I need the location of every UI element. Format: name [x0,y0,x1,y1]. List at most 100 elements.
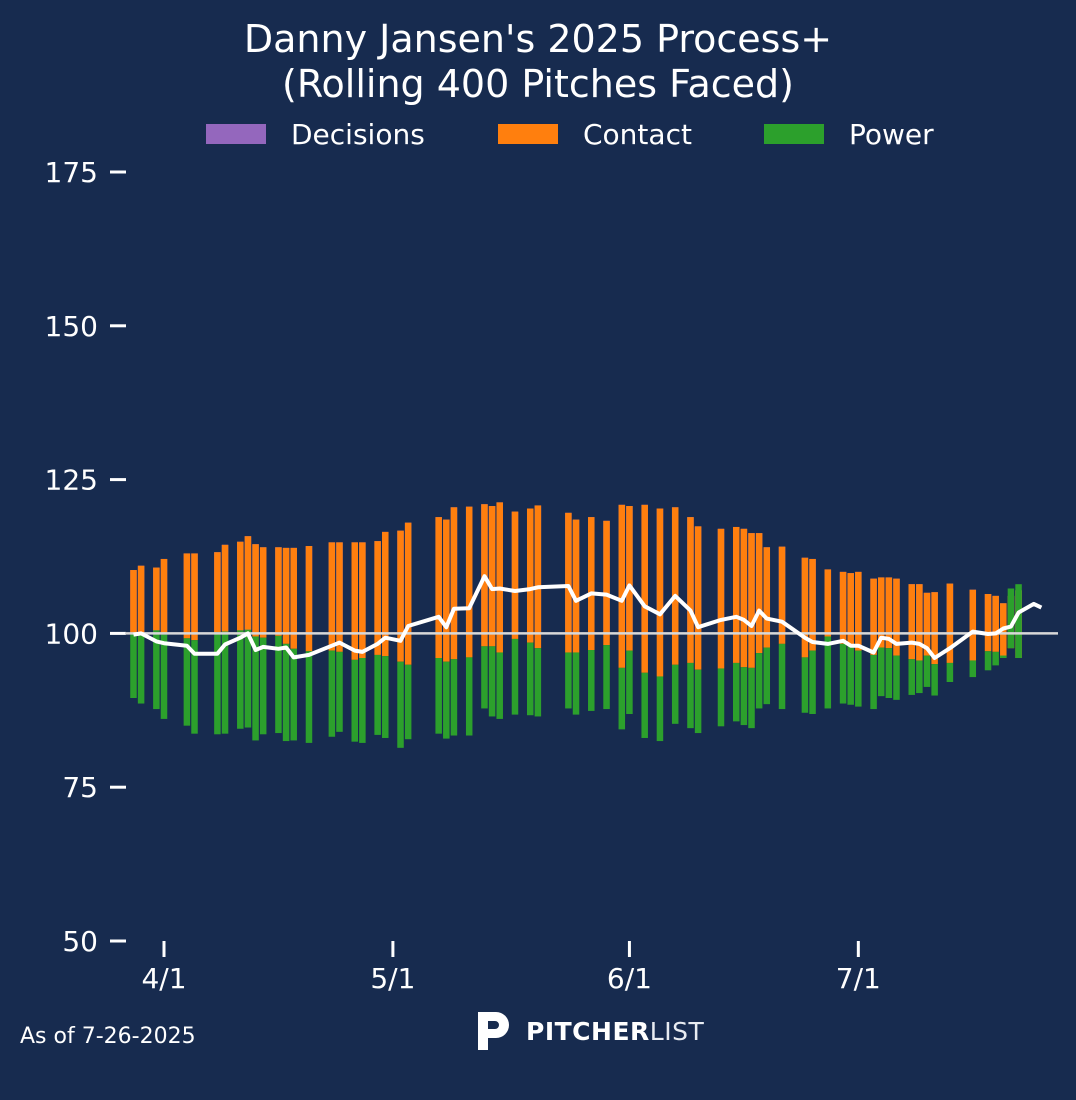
bar-power-62 [908,659,915,695]
bar-contact-63 [916,584,923,661]
bar-power-70 [1000,655,1007,659]
bar-contact-56 [847,573,854,646]
bar-power-33 [534,648,542,717]
bar-contact-18 [351,542,358,660]
bar-contact-8 [237,541,244,631]
bar-power-31 [511,638,519,715]
bar-power-58 [870,654,877,710]
bar-contact-52 [801,557,809,658]
bar-power-37 [603,645,610,710]
bar-power-66 [946,662,954,683]
bar-power-19 [359,658,366,743]
chart-title: Danny Jansen's 2025 Process+ [243,17,833,61]
bar-contact-66 [946,583,954,663]
bar-contact-16 [328,542,336,651]
bar-power-72 [1015,584,1022,659]
bar-power-64 [923,655,931,687]
pitcherlist-p-icon [478,1012,509,1050]
bar-power-59 [877,647,885,697]
bar-contact-4 [183,553,191,639]
y-tick-label-150: 150 [45,310,98,343]
bar-contact-68 [984,594,992,652]
bar-contact-34 [565,512,572,653]
bar-power-54 [824,636,832,709]
bar-power-41 [656,676,664,742]
bar-power-7 [221,631,229,734]
bar-contact-65 [931,592,938,665]
bar-contact-58 [870,578,877,655]
bar-contact-20 [374,541,381,655]
bar-power-25 [443,661,450,739]
bar-contact-26 [450,507,458,660]
bar-contact-15 [305,546,313,652]
bar-contact-37 [603,520,610,646]
bar-power-50 [763,647,771,705]
bar-contact-49 [755,533,763,654]
bar-contact-0 [130,570,137,634]
bar-contact-43 [687,517,694,663]
bar-power-51 [778,643,786,710]
bar-power-34 [565,652,572,709]
bar-contact-51 [778,546,786,644]
bar-contact-36 [588,517,595,651]
bar-power-24 [435,658,442,734]
bar-power-12 [275,635,282,734]
bar-contact-46 [733,526,740,663]
bar-contact-9 [244,536,252,630]
bar-power-6 [214,632,221,735]
bar-contact-69 [992,595,999,652]
bar-power-57 [855,650,862,707]
bar-power-26 [450,659,458,736]
bar-contact-50 [763,547,771,648]
bar-contact-30 [496,502,503,653]
bar-power-16 [328,650,336,737]
bar-power-23 [404,664,412,740]
bar-power-5 [191,640,198,734]
bar-power-67 [969,660,977,678]
bar-power-9 [244,629,252,728]
bar-power-48 [748,667,755,729]
bar-power-13 [282,643,290,742]
legend-swatch-power [764,124,824,144]
bar-power-8 [237,630,244,729]
bar-contact-21 [382,531,389,657]
bar-power-4 [183,638,191,726]
bar-contact-29 [488,506,496,647]
x-tick-label-6-1: 6/1 [607,962,652,995]
y-tick-label-75: 75 [62,771,98,804]
bar-power-14 [290,648,297,741]
logo-text-light: LIST [649,1016,705,1046]
bar-contact-38 [618,504,626,668]
bar-power-36 [588,650,595,711]
bar-contact-47 [740,528,748,668]
bar-contact-5 [191,553,198,641]
bar-power-49 [755,653,763,709]
y-tick-label-125: 125 [45,464,98,497]
logo-text-bold: PITCHER [526,1016,650,1046]
bar-contact-33 [534,505,542,649]
bar-contact-40 [641,504,648,673]
bar-power-47 [740,667,748,726]
y-tick-label-50: 50 [62,925,98,958]
bar-power-60 [885,648,893,698]
bar-power-63 [916,660,923,694]
bar-power-0 [130,633,137,698]
bar-contact-10 [252,544,259,637]
bar-contact-19 [359,542,366,659]
pitcherlist-logo: PITCHERLIST [476,1010,704,1052]
as-of-date: As of 7-26-2025 [20,1024,196,1049]
bar-contact-55 [839,571,847,644]
bar-contact-6 [214,552,221,633]
bar-contact-54 [824,569,832,637]
bar-power-42 [671,664,679,724]
bar-power-18 [351,659,358,742]
x-tick-label-5-1: 5/1 [370,962,415,995]
bar-contact-22 [397,530,404,662]
bar-contact-67 [969,589,977,661]
bar-contact-3 [160,558,168,635]
bar-power-2 [153,630,160,710]
bar-contact-23 [404,522,412,665]
bar-power-53 [809,650,816,714]
legend-label-power: Power [849,117,934,151]
y-tick-label-175: 175 [45,156,98,189]
